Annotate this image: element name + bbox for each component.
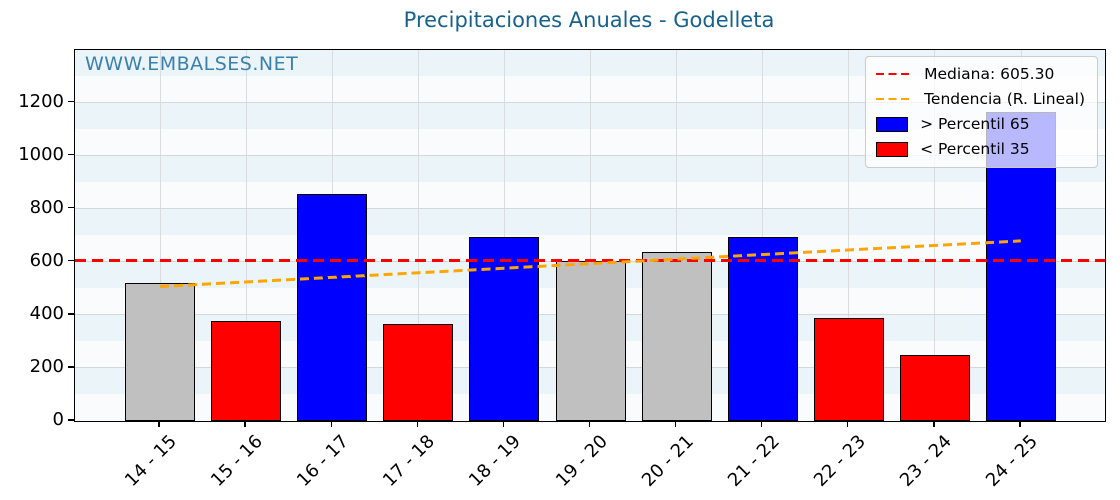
gridline-horizontal (75, 102, 1105, 104)
gridline-vertical (590, 50, 591, 421)
legend-label: Tendencia (R. Lineal) (924, 90, 1085, 108)
y-tick-mark (68, 153, 74, 156)
gridline-vertical (762, 50, 764, 421)
x-tick-label: 21 - 22 (723, 431, 784, 491)
bar-22-23 (813, 318, 884, 421)
bar-15-16 (211, 320, 282, 421)
x-tick-mark (416, 421, 418, 427)
median-line (75, 259, 1105, 262)
x-tick-mark (588, 421, 591, 427)
legend-patch-sample (876, 116, 909, 132)
bar-23-24 (899, 354, 970, 421)
x-tick-mark (674, 421, 677, 427)
plot-area: WWW.EMBALSES.NET Mediana: 605.30 Tendenci… (74, 49, 1106, 422)
x-tick-label: 23 - 24 (895, 431, 956, 491)
y-tick-label: 1000 (18, 143, 64, 165)
y-tick-label: 800 (29, 196, 64, 218)
bar-17-18 (383, 323, 454, 421)
legend-label: > Percentil 65 (920, 115, 1030, 133)
legend-item: > Percentil 65 (876, 115, 1085, 133)
legend-item: Mediana: 605.30 (876, 65, 1085, 83)
y-tick-label: 1200 (18, 90, 64, 112)
y-tick-label: 600 (29, 249, 64, 271)
gridline-vertical (676, 50, 678, 421)
legend: Mediana: 605.30 Tendencia (R. Lineal) > Pe… (865, 56, 1098, 168)
x-tick-mark (847, 421, 849, 427)
bar-16-17 (297, 194, 368, 421)
x-tick-label: 15 - 16 (207, 431, 267, 491)
chart-title: Precipitaciones Anuales - Godelleta (403, 8, 775, 32)
y-tick-mark (68, 100, 74, 103)
y-tick-mark (68, 206, 74, 209)
gridline-vertical (503, 50, 505, 421)
x-tick-label: 19 - 20 (551, 431, 612, 491)
x-tick-mark (330, 421, 332, 427)
y-tick-label: 200 (29, 355, 64, 377)
legend-label: Mediana: 605.30 (924, 65, 1055, 83)
gridline-vertical (417, 50, 419, 421)
x-tick-label: 17 - 18 (379, 431, 440, 491)
bar-19-20 (555, 261, 626, 421)
y-tick-label: 400 (29, 302, 64, 324)
x-tick-mark (244, 421, 246, 427)
legend-patch-sample (876, 141, 909, 157)
x-tick-mark (761, 421, 763, 427)
y-tick-label: 0 (52, 409, 64, 430)
bar-21-22 (727, 237, 798, 421)
y-tick-mark (68, 260, 74, 262)
legend-item: < Percentil 35 (876, 140, 1085, 158)
x-tick-label: 18 - 19 (465, 431, 526, 491)
legend-line-sample (876, 97, 913, 101)
x-tick-mark (158, 421, 160, 427)
gridline-horizontal (75, 208, 1105, 210)
x-tick-label: 14 - 15 (120, 431, 181, 491)
y-tick-mark (68, 313, 74, 315)
x-tick-label: 24 - 25 (981, 431, 1042, 491)
bar-20-21 (641, 251, 712, 421)
gridline-horizontal (75, 155, 1105, 157)
x-tick-label: 16 - 17 (293, 431, 354, 491)
y-tick-mark (68, 366, 74, 368)
legend-item: Tendencia (R. Lineal) (876, 90, 1085, 108)
x-tick-label: 20 - 21 (637, 431, 698, 491)
x-tick-mark (1019, 421, 1021, 427)
x-tick-label: 22 - 23 (809, 431, 870, 491)
gridline-vertical (848, 50, 850, 421)
gridline-vertical (934, 50, 936, 421)
bar-14-15 (125, 283, 195, 421)
legend-label: < Percentil 35 (920, 140, 1030, 158)
gridline-vertical (159, 50, 161, 421)
y-tick-mark (68, 419, 74, 421)
x-tick-mark (933, 421, 935, 427)
x-tick-mark (502, 421, 505, 427)
legend-line-sample (876, 72, 913, 76)
gridline-vertical (245, 50, 247, 421)
watermark-text: WWW.EMBALSES.NET (85, 53, 299, 75)
